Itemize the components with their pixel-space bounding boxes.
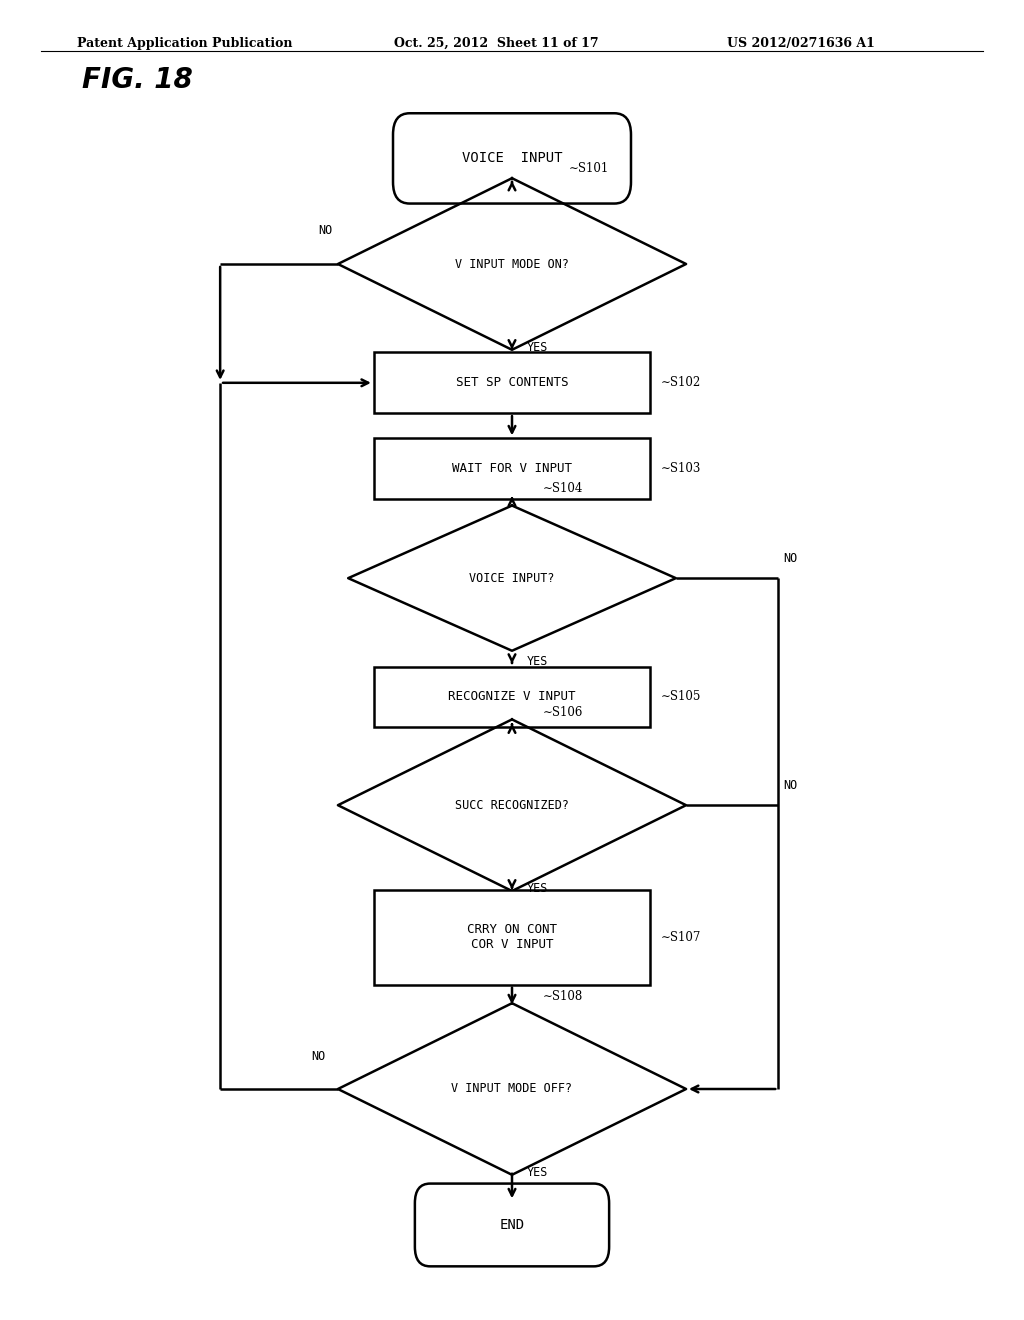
Text: US 2012/0271636 A1: US 2012/0271636 A1 [727,37,874,50]
Text: V INPUT MODE ON?: V INPUT MODE ON? [455,257,569,271]
Polygon shape [338,178,686,350]
Text: YES: YES [527,882,548,895]
Text: SET SP CONTENTS: SET SP CONTENTS [456,376,568,389]
Bar [374,438,650,499]
Text: FIG. 18: FIG. 18 [82,66,193,94]
Text: NO: NO [318,224,333,238]
Text: ∼S107: ∼S107 [660,931,700,944]
Text: Oct. 25, 2012  Sheet 11 of 17: Oct. 25, 2012 Sheet 11 of 17 [394,37,599,50]
Text: NO: NO [783,779,798,792]
Bar [374,667,650,727]
Text: YES: YES [527,341,548,354]
Text: YES: YES [527,655,548,668]
Text: Patent Application Publication: Patent Application Publication [77,37,292,50]
Text: END: END [500,1218,524,1232]
Text: VOICE INPUT?: VOICE INPUT? [469,572,555,585]
FancyBboxPatch shape [393,114,631,203]
Text: ∼S101: ∼S101 [568,162,608,176]
Text: ∼S105: ∼S105 [660,690,700,704]
Text: NO: NO [783,552,798,565]
Bar [374,352,650,413]
Text: SUCC RECOGNIZED?: SUCC RECOGNIZED? [455,799,569,812]
Polygon shape [338,719,686,891]
Text: ∼S103: ∼S103 [660,462,700,475]
Text: ∼S106: ∼S106 [543,706,583,719]
Polygon shape [338,1003,686,1175]
Bar [374,890,650,985]
Text: RECOGNIZE V INPUT: RECOGNIZE V INPUT [449,690,575,704]
Text: ∼S102: ∼S102 [660,376,700,389]
Text: ∼S108: ∼S108 [543,990,583,1003]
Text: NO: NO [311,1049,326,1063]
Polygon shape [348,506,676,651]
FancyBboxPatch shape [415,1184,609,1266]
Text: CRRY ON CONT
COR V INPUT: CRRY ON CONT COR V INPUT [467,923,557,952]
Text: ∼S104: ∼S104 [543,482,583,495]
Text: VOICE  INPUT: VOICE INPUT [462,152,562,165]
Text: V INPUT MODE OFF?: V INPUT MODE OFF? [452,1082,572,1096]
Text: WAIT FOR V INPUT: WAIT FOR V INPUT [452,462,572,475]
Text: YES: YES [527,1166,548,1179]
